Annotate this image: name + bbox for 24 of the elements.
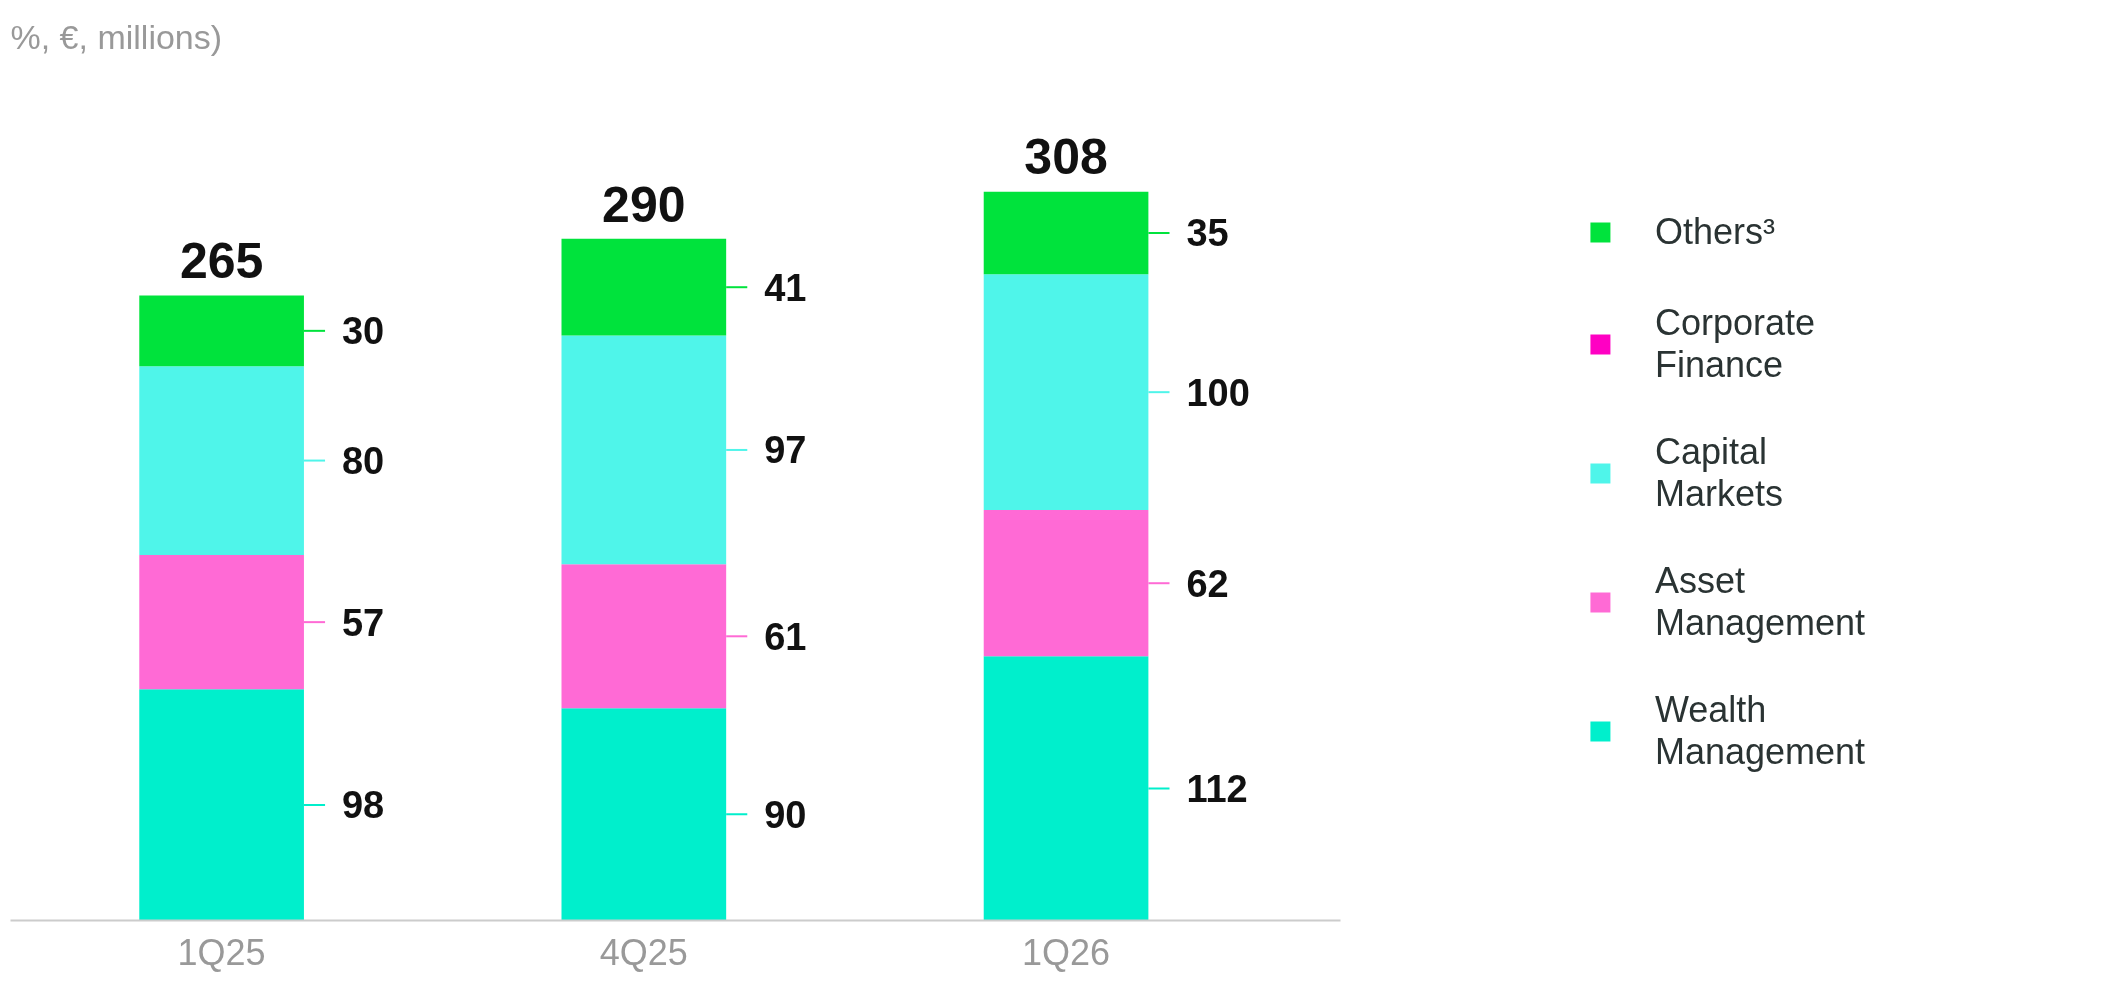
total-label: 265: [179, 233, 264, 290]
text: %, €, millions): [10, 17, 223, 56]
legend-label: Capital Markets: [1654, 431, 1783, 515]
data-label: 98: [341, 784, 385, 827]
legend-label: Wealth Management: [1654, 689, 1866, 773]
legend-label: Corporate Finance: [1654, 302, 1816, 386]
data-label: 57: [341, 601, 385, 644]
data-label: 80: [341, 440, 385, 483]
total-label: 290: [602, 176, 686, 233]
data-label: 100: [1186, 371, 1250, 414]
data-label: 62: [1186, 562, 1229, 605]
data-label: 41: [764, 266, 807, 309]
data-label: 97: [764, 429, 807, 472]
data-label: 30: [341, 310, 385, 353]
data-label: 61: [764, 615, 807, 658]
data-label: 112: [1186, 767, 1248, 810]
data-label: 90: [764, 793, 807, 836]
total-label: 308: [1024, 129, 1108, 186]
x-tick-label: 1Q26: [1022, 931, 1111, 973]
legend-label: Asset Management: [1654, 560, 1866, 644]
legend-label: Others³: [1654, 211, 1775, 253]
data-label: 35: [1186, 212, 1229, 255]
x-tick-label: 4Q25: [599, 931, 688, 973]
x-tick-label: 1Q25: [177, 931, 266, 973]
